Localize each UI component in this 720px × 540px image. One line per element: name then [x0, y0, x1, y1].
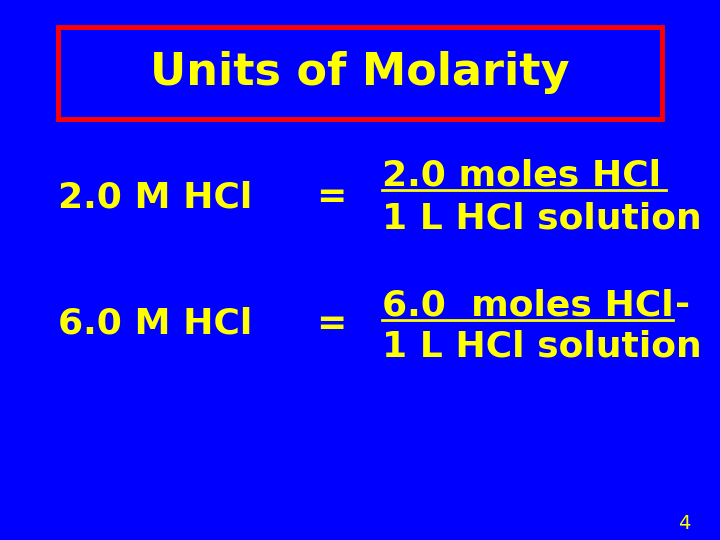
Text: 6.0  moles HCl: 6.0 moles HCl — [382, 288, 673, 322]
Text: 4: 4 — [678, 514, 690, 534]
Text: -: - — [675, 288, 690, 322]
Text: 1 L HCl solution: 1 L HCl solution — [382, 330, 701, 363]
Text: 2.0 moles HCl: 2.0 moles HCl — [382, 159, 661, 192]
Text: =: = — [316, 180, 346, 214]
Text: 1 L HCl solution: 1 L HCl solution — [382, 202, 701, 235]
Text: Units of Molarity: Units of Molarity — [150, 51, 570, 94]
Text: =: = — [316, 307, 346, 341]
Bar — [58, 27, 662, 119]
Text: 6.0 M HCl: 6.0 M HCl — [58, 307, 252, 341]
Text: 2.0 M HCl: 2.0 M HCl — [58, 180, 252, 214]
